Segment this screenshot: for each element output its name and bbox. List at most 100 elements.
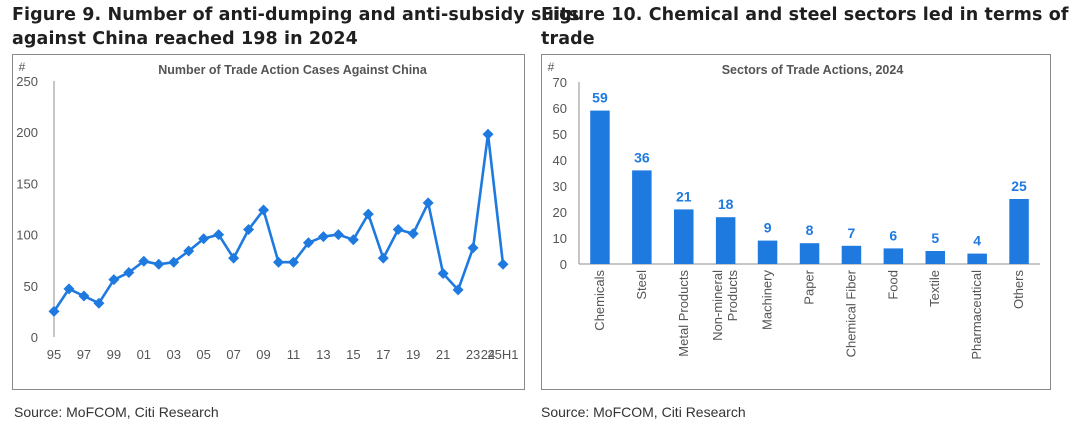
y-tick-label: 40	[553, 153, 567, 168]
x-tick-label: 97	[77, 347, 91, 362]
x-category-label: Others	[1011, 270, 1026, 310]
data-point-marker	[497, 258, 509, 270]
x-tick-label: 99	[107, 347, 121, 362]
x-tick-label: 21	[436, 347, 450, 362]
chart-title: Number of Trade Action Cases Against Chi…	[158, 63, 428, 77]
data-point-marker	[467, 242, 479, 254]
x-category-label: Textile	[927, 270, 942, 307]
bar-data-label: 6	[889, 227, 897, 243]
bar	[590, 110, 610, 264]
bar	[967, 253, 987, 264]
line-chart-panel	[12, 54, 525, 390]
chart-title: Sectors of Trade Actions, 2024	[722, 63, 904, 77]
x-tick-label: 15	[346, 347, 360, 362]
data-point-marker	[422, 197, 434, 209]
bar-data-label: 8	[806, 222, 814, 238]
figure-10-source: Source: MoFCOM, Citi Research	[541, 404, 746, 420]
x-category-label: Machinery	[760, 270, 775, 330]
x-tick-label: 17	[376, 347, 390, 362]
y-tick-label: 50	[24, 279, 38, 294]
data-point-marker	[213, 229, 225, 241]
x-tick-label: 95	[47, 347, 61, 362]
data-point-marker	[183, 245, 195, 257]
x-category-label: Chemicals	[592, 270, 607, 331]
x-tick-label: 11	[287, 347, 301, 362]
data-point-marker	[48, 305, 60, 317]
bar-data-label: 5	[931, 230, 939, 246]
data-point-marker	[332, 229, 344, 241]
y-unit-label: #	[548, 60, 555, 74]
y-tick-label: 200	[16, 125, 38, 140]
y-tick-label: 0	[31, 330, 38, 345]
x-tick-label: 13	[316, 347, 330, 362]
data-point-marker	[347, 234, 359, 246]
bar-data-label: 9	[764, 220, 772, 236]
x-category-label: Metal Products	[676, 270, 691, 357]
bar-data-label: 59	[592, 90, 608, 106]
y-tick-label: 100	[16, 228, 38, 243]
data-point-marker	[317, 231, 329, 243]
data-point-marker	[302, 237, 314, 249]
bar-data-label: 4	[973, 233, 981, 249]
bar	[883, 248, 904, 264]
x-category-label: Pharmaceutical	[969, 270, 984, 360]
figure-9-source: Source: MoFCOM, Citi Research	[14, 404, 219, 420]
data-point-marker	[377, 252, 389, 264]
y-tick-label: 60	[553, 101, 567, 116]
x-category-label: Chemical Fiber	[843, 269, 858, 357]
x-tick-label: 09	[256, 347, 270, 362]
x-tick-label: 05	[196, 347, 210, 362]
data-point-marker	[198, 233, 210, 245]
bar-data-label: 18	[718, 196, 734, 212]
x-tick-label: 25H1	[487, 347, 518, 362]
data-point-marker	[228, 252, 240, 264]
figure-10-title-line1: Figure 10. Chemical and steel sectors le…	[541, 5, 1069, 49]
data-point-marker	[452, 284, 464, 296]
data-point-marker	[437, 268, 449, 280]
x-tick-label: 07	[226, 347, 240, 362]
x-category-label: Food	[885, 270, 900, 300]
bar	[799, 243, 820, 264]
bar	[841, 245, 862, 264]
figure-10-title: Figure 10. Chemical and steel sectors le…	[541, 3, 1080, 75]
data-point-marker	[138, 255, 150, 267]
data-point-marker	[407, 228, 419, 240]
x-category-label: Steel	[634, 270, 649, 300]
bar	[674, 209, 694, 264]
y-tick-label: 0	[560, 257, 567, 272]
data-point-marker	[392, 223, 404, 235]
data-point-marker	[153, 258, 165, 270]
x-category-label: Paper	[802, 269, 817, 304]
bar	[632, 170, 652, 264]
data-point-marker	[287, 256, 299, 268]
y-unit-label: #	[19, 60, 26, 74]
bar-data-label: 7	[848, 225, 856, 241]
bar	[715, 217, 736, 264]
x-tick-label: 19	[406, 347, 420, 362]
x-category-label: Non-mineral	[710, 270, 725, 341]
bar	[757, 240, 778, 264]
figure-9-title: Figure 9. Number of anti-dumping and ant…	[12, 3, 579, 51]
x-tick-label: 01	[137, 347, 151, 362]
x-tick-label: 24	[481, 347, 495, 362]
data-point-marker	[93, 297, 105, 309]
bar-data-label: 25	[1011, 178, 1027, 194]
x-tick-label: 03	[166, 347, 180, 362]
bar-data-label: 21	[676, 188, 692, 204]
data-point-marker	[123, 266, 135, 278]
x-tick-label: 23	[466, 347, 480, 362]
bar-data-label: 36	[634, 149, 650, 165]
data-point-marker	[482, 128, 494, 140]
bar	[1009, 199, 1029, 264]
figure-9-title-line1: Figure 9. Number of anti-dumping and ant…	[12, 5, 580, 25]
x-category-label: Products	[725, 270, 740, 322]
data-point-marker	[362, 208, 374, 220]
data-point-marker	[273, 256, 284, 268]
y-tick-label: 50	[553, 127, 567, 142]
y-tick-label: 30	[553, 179, 567, 194]
figure-9-title-line2: against China reached 198 in 2024	[12, 29, 358, 49]
bar	[925, 251, 945, 264]
data-point-marker	[63, 283, 75, 295]
